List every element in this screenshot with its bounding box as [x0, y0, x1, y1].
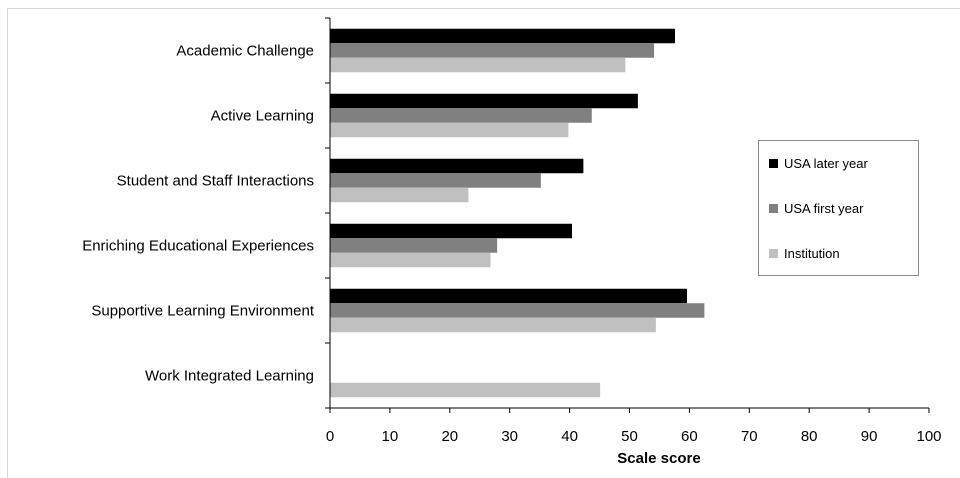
legend-item-1: USA first year	[769, 201, 863, 216]
bar-2-1	[330, 173, 541, 188]
bar-2-0	[330, 158, 584, 174]
category-label-1: Active Learning	[211, 108, 314, 125]
bars-layer	[330, 28, 705, 398]
bar-3-1	[330, 238, 498, 253]
x-tick-label-0: 0	[326, 428, 334, 445]
legend-label-0: USA later year	[784, 156, 868, 171]
legend-label-2: Institution	[784, 246, 840, 261]
axes-layer	[325, 17, 930, 413]
x-tick-label-4: 40	[561, 428, 578, 445]
bar-0-2	[330, 57, 626, 73]
bar-2-2	[330, 187, 469, 203]
category-label-3: Enriching Educational Experiences	[82, 238, 314, 255]
category-label-0: Academic Challenge	[176, 43, 314, 60]
bar-1-1	[330, 108, 592, 123]
x-tick-label-3: 30	[501, 428, 518, 445]
category-label-5: Work Integrated Learning	[145, 368, 314, 385]
labels-layer: Academic Challenge Active Learning Student…	[82, 43, 941, 446]
legend: USA later year USA first year Institutio…	[758, 140, 919, 276]
bar-5-2	[330, 382, 601, 398]
legend-item-2: Institution	[769, 246, 840, 261]
legend-swatch-1	[769, 204, 778, 213]
category-label-2: Student and Staff Interactions	[117, 173, 314, 190]
bar-3-0	[330, 223, 572, 239]
bar-1-0	[330, 93, 638, 109]
legend-label-1: USA first year	[784, 201, 864, 216]
category-label-4: Supportive Learning Environment	[91, 303, 314, 320]
bar-4-2	[330, 317, 656, 333]
chart-frame	[7, 8, 960, 478]
x-tick-label-6: 60	[681, 428, 698, 445]
legend-swatch-2	[769, 249, 778, 258]
bar-4-1	[330, 303, 705, 318]
bar-3-2	[330, 252, 491, 268]
x-tick-label-1: 10	[382, 428, 399, 445]
x-tick-label-8: 80	[801, 428, 818, 445]
bar-0-1	[330, 43, 655, 58]
bar-4-0	[330, 288, 688, 304]
legend-swatch-0	[769, 159, 778, 168]
bar-1-2	[330, 122, 569, 138]
x-tick-label-7: 70	[741, 428, 758, 445]
x-tick-label-9: 90	[861, 428, 878, 445]
x-tick-label-10: 100	[916, 428, 941, 445]
x-tick-label-2: 20	[441, 428, 458, 445]
x-tick-label-5: 50	[621, 428, 638, 445]
bar-0-0	[330, 28, 676, 44]
legend-item-0: USA later year	[769, 156, 868, 171]
x-axis-title: Scale score	[617, 450, 700, 467]
